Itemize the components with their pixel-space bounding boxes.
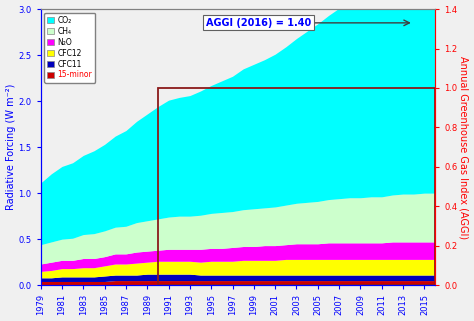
Bar <box>158 88 435 285</box>
Y-axis label: Radiative Forcing (W m⁻²): Radiative Forcing (W m⁻²) <box>6 84 16 210</box>
Legend: CO₂, CH₄, N₂O, CFC12, CFC11, 15-minor: CO₂, CH₄, N₂O, CFC12, CFC11, 15-minor <box>45 13 95 82</box>
Text: AGGI (2016) = 1.40: AGGI (2016) = 1.40 <box>206 18 311 28</box>
Y-axis label: Annual Greenhouse Gas Index (AGGI): Annual Greenhouse Gas Index (AGGI) <box>458 56 468 239</box>
